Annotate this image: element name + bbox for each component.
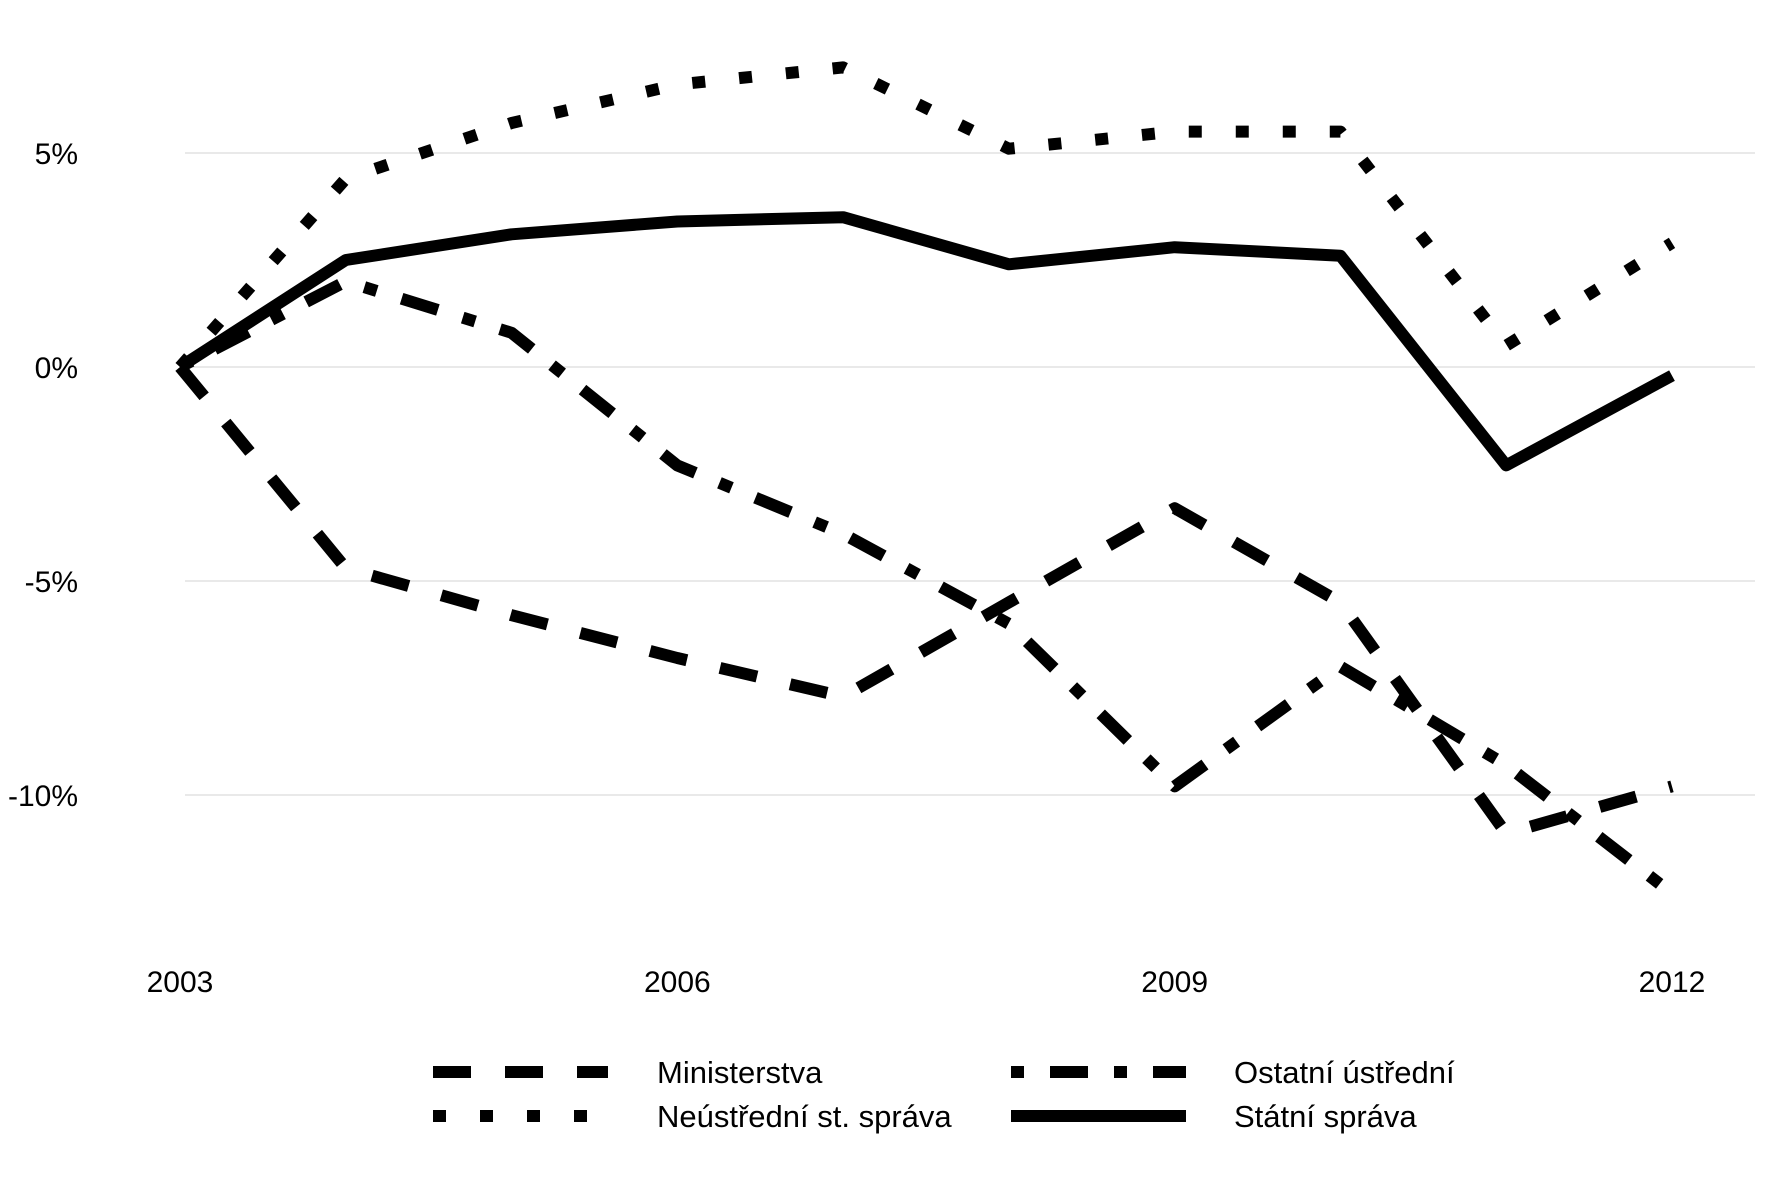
x-tick-label: 2009 bbox=[1141, 966, 1208, 999]
series-line-statni-sprava bbox=[176, 211, 1675, 472]
y-tick-label: 0% bbox=[35, 352, 78, 385]
gridlines bbox=[185, 152, 1755, 796]
legend: Ministerstva Ostatní ústřední Neústřední s… bbox=[433, 1055, 1455, 1134]
legend-label: Ministerstva bbox=[657, 1055, 823, 1090]
series-line-ostatni-ustredni bbox=[177, 275, 1676, 899]
legend-item-statni-sprava: Státní správa bbox=[1011, 1099, 1417, 1134]
legend-label: Neústřední st. správa bbox=[657, 1099, 952, 1134]
x-tick-label: 2012 bbox=[1639, 966, 1706, 999]
y-tick-label: 5% bbox=[35, 138, 78, 171]
legend-label: Státní správa bbox=[1234, 1099, 1417, 1134]
y-tick-label: -10% bbox=[8, 780, 78, 813]
legend-item-ostatni-ustredni: Ostatní ústřední bbox=[1011, 1055, 1455, 1090]
series-lines bbox=[175, 61, 1676, 899]
legend-item-neustredni-st-sprava: Neústřední st. správa bbox=[433, 1099, 952, 1134]
y-axis: 5% 0% -5% -10% bbox=[8, 138, 78, 813]
legend-item-ministerstva: Ministerstva bbox=[433, 1055, 823, 1090]
x-tick-label: 2006 bbox=[644, 966, 711, 999]
legend-label: Ostatní ústřední bbox=[1234, 1055, 1455, 1090]
x-axis: 2003 2006 2009 2012 bbox=[147, 966, 1706, 999]
series-line-ministerstva bbox=[175, 363, 1674, 840]
series-line-neustredni-st-sprava bbox=[175, 61, 1676, 371]
x-tick-label: 2003 bbox=[147, 966, 214, 999]
y-tick-label: -5% bbox=[25, 566, 78, 599]
